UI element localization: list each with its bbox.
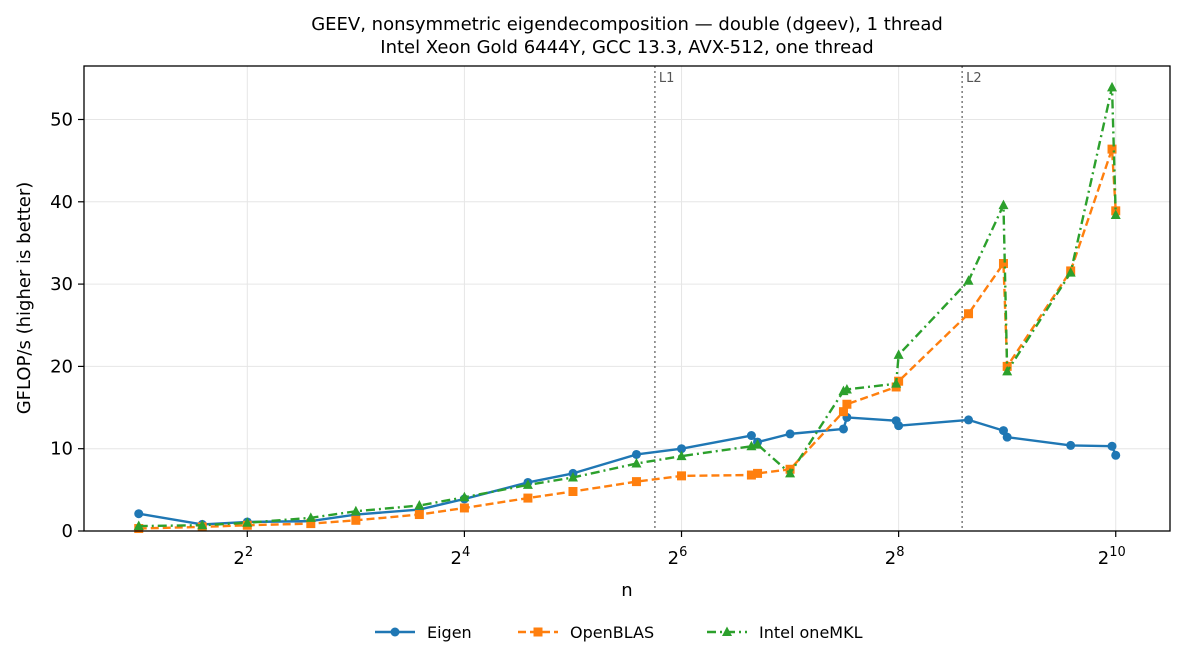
series-eigen: [134, 412, 1121, 529]
legend-marker: [390, 627, 400, 637]
data-point: [746, 431, 756, 441]
data-point: [1110, 209, 1121, 219]
data-point: [631, 458, 642, 468]
data-point: [306, 519, 316, 529]
data-point: [893, 349, 904, 359]
data-point: [459, 503, 469, 513]
series-openblas: [134, 144, 1121, 534]
data-point: [197, 519, 208, 530]
y-tick-label: 40: [50, 192, 73, 213]
data-point: [305, 512, 316, 522]
legend-label: Eigen: [427, 623, 472, 642]
x-tick-label: 210: [1098, 545, 1126, 569]
data-point: [1111, 450, 1121, 460]
data-point: [1107, 144, 1117, 154]
x-tick-label: 26: [668, 545, 688, 569]
data-point: [838, 424, 848, 434]
y-tick-label: 10: [50, 439, 73, 460]
data-point: [631, 449, 641, 459]
data-point: [1107, 441, 1117, 451]
data-point: [998, 259, 1008, 269]
y-tick-label: 50: [50, 109, 73, 130]
cache-label: L2: [966, 71, 982, 86]
legend-item: Intel oneMKL: [707, 623, 863, 642]
data-point: [894, 376, 904, 386]
data-point: [459, 491, 470, 502]
data-point: [134, 509, 144, 519]
data-point: [838, 407, 848, 417]
data-point: [1066, 440, 1076, 450]
data-point: [350, 505, 361, 516]
legend-item: Eigen: [375, 623, 472, 642]
cache-lines: L1 L2: [654, 66, 982, 531]
x-tick-label: 24: [451, 545, 471, 569]
data-point: [752, 439, 763, 449]
legend-marker: [722, 626, 732, 636]
data-point: [894, 421, 904, 431]
series-intel-onemkl: [133, 81, 1121, 531]
data-point: [522, 479, 533, 489]
series-line: [138, 416, 1117, 526]
data-point: [1002, 432, 1012, 442]
plot-frame: [83, 65, 1171, 532]
legend-marker: [533, 627, 543, 637]
legend-label: Intel oneMKL: [759, 623, 863, 642]
data-point: [676, 450, 687, 461]
data-point: [842, 399, 852, 409]
grid: [84, 66, 1170, 532]
data-point: [963, 275, 974, 285]
y-tick-label: 20: [50, 356, 73, 377]
x-axis-label: n: [621, 580, 632, 601]
chart-title: GEEV, nonsymmetric eigendecomposition — …: [311, 14, 943, 35]
data-point: [523, 493, 533, 503]
data-point: [1002, 365, 1013, 376]
data-point: [785, 429, 795, 439]
series-lines: [133, 81, 1121, 534]
legend-label: OpenBLAS: [570, 623, 654, 642]
data-point: [891, 378, 902, 388]
chart-subtitle: Intel Xeon Gold 6444Y, GCC 13.3, AVX-512…: [380, 37, 873, 58]
data-point: [753, 468, 763, 478]
cache-label: L1: [659, 71, 675, 86]
x-axis-ticks: 22 24 26 28 210: [233, 531, 1126, 569]
data-point: [631, 477, 641, 487]
data-point: [785, 467, 796, 478]
y-tick-label: 0: [62, 521, 73, 542]
data-point: [414, 499, 425, 510]
data-point: [568, 486, 578, 496]
series-line: [138, 147, 1117, 530]
data-point: [133, 520, 144, 531]
x-tick-label: 28: [885, 545, 905, 569]
data-point: [998, 199, 1009, 210]
data-point: [414, 510, 424, 520]
data-point: [964, 309, 974, 319]
data-point: [242, 517, 253, 527]
data-point: [1065, 267, 1076, 277]
data-point: [746, 470, 756, 480]
y-tick-label: 30: [50, 274, 73, 295]
x-tick-label: 22: [233, 545, 253, 569]
series-line: [138, 86, 1117, 528]
data-point: [677, 471, 687, 481]
data-point: [677, 444, 687, 454]
data-point: [998, 426, 1008, 436]
data-point: [351, 515, 361, 525]
y-axis-label: GFLOP/s (higher is better): [14, 182, 35, 415]
y-axis-ticks: 0 10 20 30 40 50: [50, 109, 84, 542]
legend: Eigen OpenBLAS Intel oneMKL: [375, 623, 863, 642]
data-point: [841, 383, 852, 394]
data-point: [1107, 81, 1118, 92]
legend-item: OpenBLAS: [518, 623, 654, 642]
data-point: [567, 472, 578, 482]
data-point: [964, 415, 974, 425]
